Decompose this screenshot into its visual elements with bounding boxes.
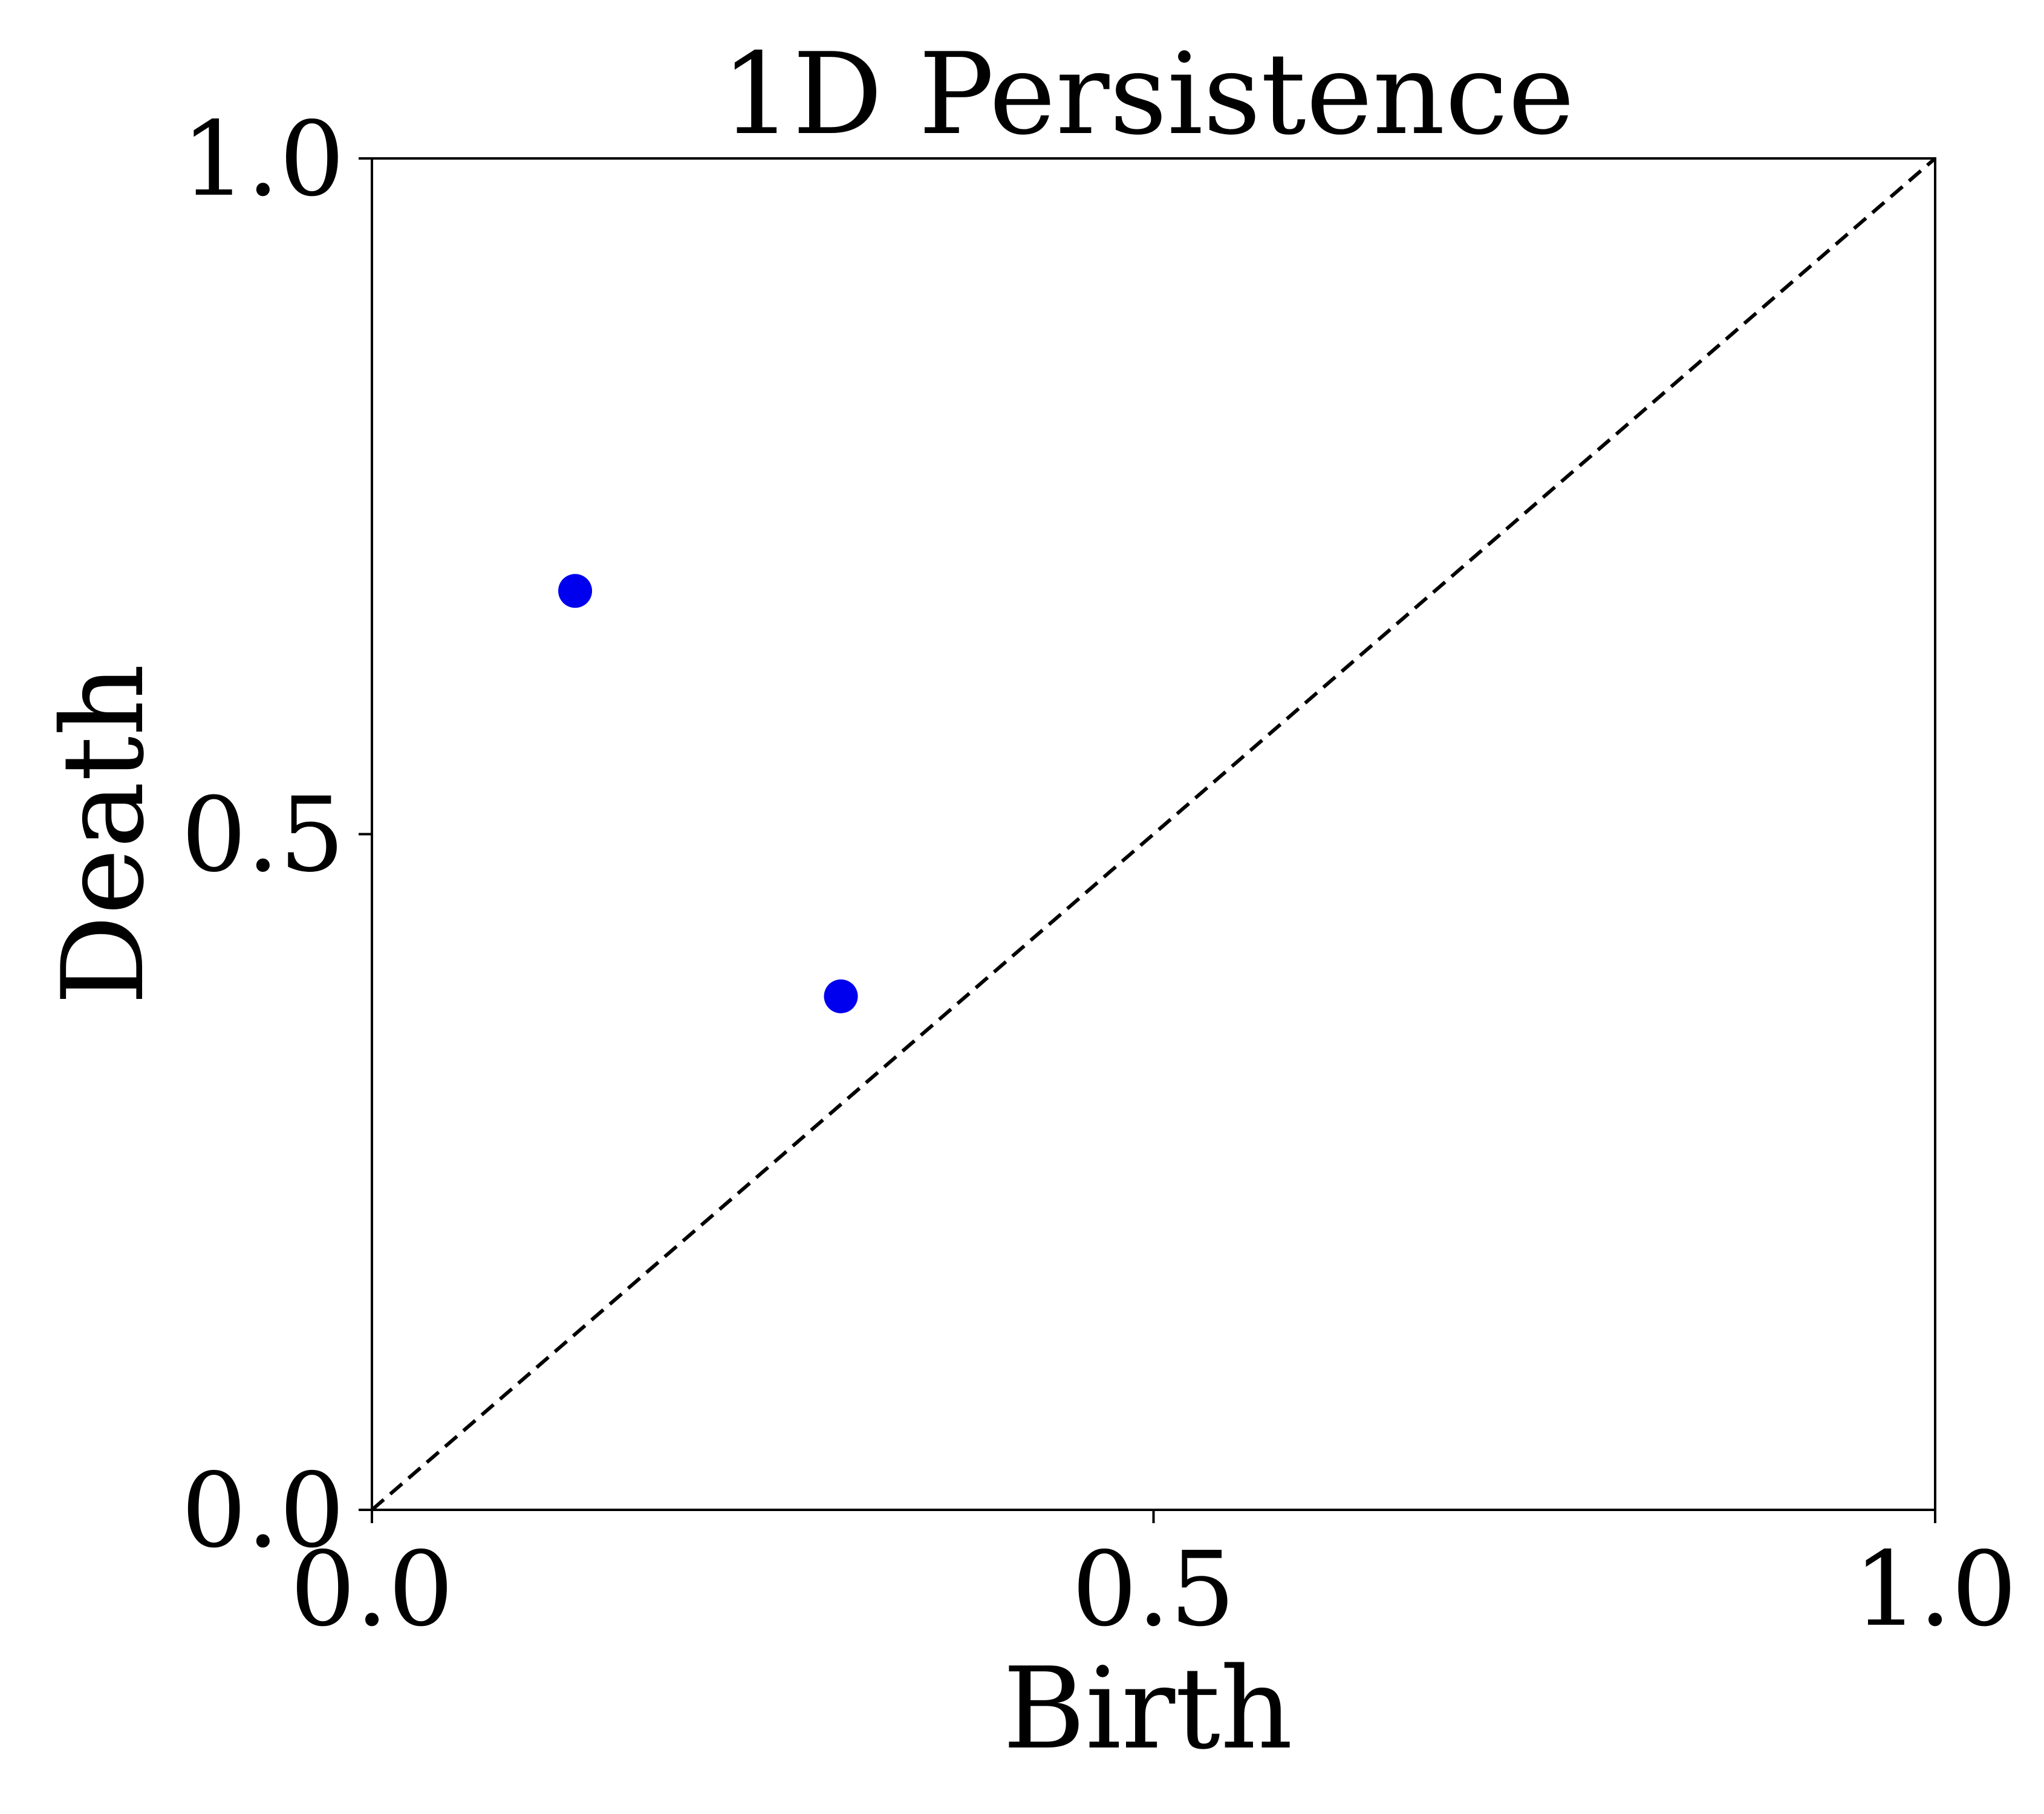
x-axis-label: Birth [1003,1643,1293,1774]
scatter-point [558,574,593,608]
y-tick-label: 0.5 [181,776,345,896]
y-tick-label: 0.0 [181,1451,345,1571]
y-axis-label: Death [37,664,169,1006]
chart-title: 1D Persistence [721,28,1575,160]
scatter-point [824,979,858,1013]
x-tick-label: 0.5 [1072,1530,1235,1650]
y-tick-label: 1.0 [181,100,345,219]
diagonal-reference-line [371,157,1936,1512]
x-axis-ticks: 0.0 0.5 1.0 [290,1510,2017,1650]
y-axis-ticks: 0.0 0.5 1.0 [181,100,372,1571]
x-tick-label: 0.0 [290,1530,454,1650]
x-tick-label: 1.0 [1854,1530,2017,1650]
scatter-points [558,574,858,1013]
